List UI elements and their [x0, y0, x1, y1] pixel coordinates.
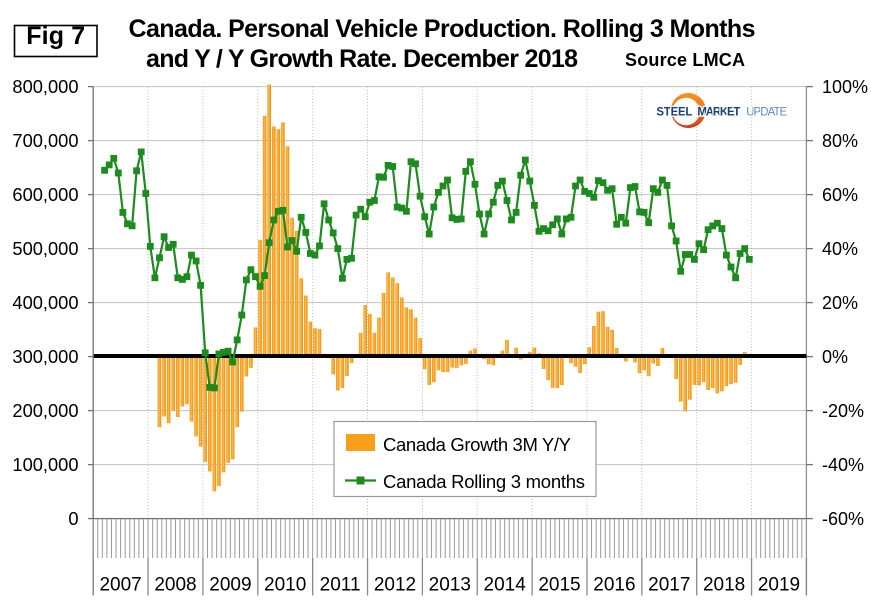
svg-text:2018: 2018 — [703, 575, 745, 596]
svg-text:Canada Rolling 3 months: Canada Rolling 3 months — [383, 471, 585, 492]
svg-text:20%: 20% — [822, 293, 858, 313]
svg-text:600,000: 600,000 — [12, 184, 78, 205]
svg-text:2012: 2012 — [374, 575, 416, 596]
svg-text:60%: 60% — [822, 185, 858, 205]
svg-text:-40%: -40% — [822, 455, 864, 475]
svg-text:2017: 2017 — [648, 575, 690, 596]
svg-text:2014: 2014 — [484, 575, 527, 596]
svg-text:500,000: 500,000 — [12, 238, 78, 259]
svg-text:80%: 80% — [822, 131, 858, 151]
svg-text:UPDATE: UPDATE — [746, 107, 787, 119]
svg-text:0%: 0% — [822, 347, 848, 367]
svg-text:700,000: 700,000 — [12, 130, 78, 151]
svg-text:2007: 2007 — [99, 575, 141, 596]
svg-text:Fig 7: Fig 7 — [26, 22, 85, 50]
svg-text:2011: 2011 — [320, 575, 361, 596]
svg-text:2015: 2015 — [538, 575, 580, 596]
svg-text:800,000: 800,000 — [12, 76, 78, 97]
svg-text:2019: 2019 — [758, 575, 800, 596]
svg-text:MARKET: MARKET — [697, 107, 740, 119]
svg-text:40%: 40% — [822, 239, 858, 259]
svg-text:STEEL: STEEL — [656, 107, 692, 119]
svg-text:-60%: -60% — [822, 509, 864, 529]
svg-text:-20%: -20% — [822, 401, 864, 421]
svg-text:100%: 100% — [822, 77, 868, 97]
svg-text:2009: 2009 — [209, 575, 251, 596]
svg-text:400,000: 400,000 — [12, 292, 78, 313]
svg-text:0: 0 — [68, 508, 78, 529]
svg-text:100,000: 100,000 — [12, 454, 78, 475]
svg-text:2010: 2010 — [264, 575, 306, 596]
svg-text:300,000: 300,000 — [12, 346, 78, 367]
svg-text:Source LMCA: Source LMCA — [625, 50, 745, 70]
svg-text:2008: 2008 — [154, 575, 196, 596]
svg-text:Canada Growth 3M Y/Y: Canada Growth 3M Y/Y — [383, 434, 571, 455]
svg-text:Canada. Personal Vehicle Produ: Canada. Personal Vehicle Production. Rol… — [129, 15, 756, 43]
svg-text:and Y / Y Growth Rate. Decembe: and Y / Y Growth Rate. December 2018 — [146, 45, 578, 73]
svg-text:2016: 2016 — [593, 575, 635, 596]
svg-text:2013: 2013 — [429, 575, 471, 596]
svg-text:200,000: 200,000 — [12, 400, 78, 421]
